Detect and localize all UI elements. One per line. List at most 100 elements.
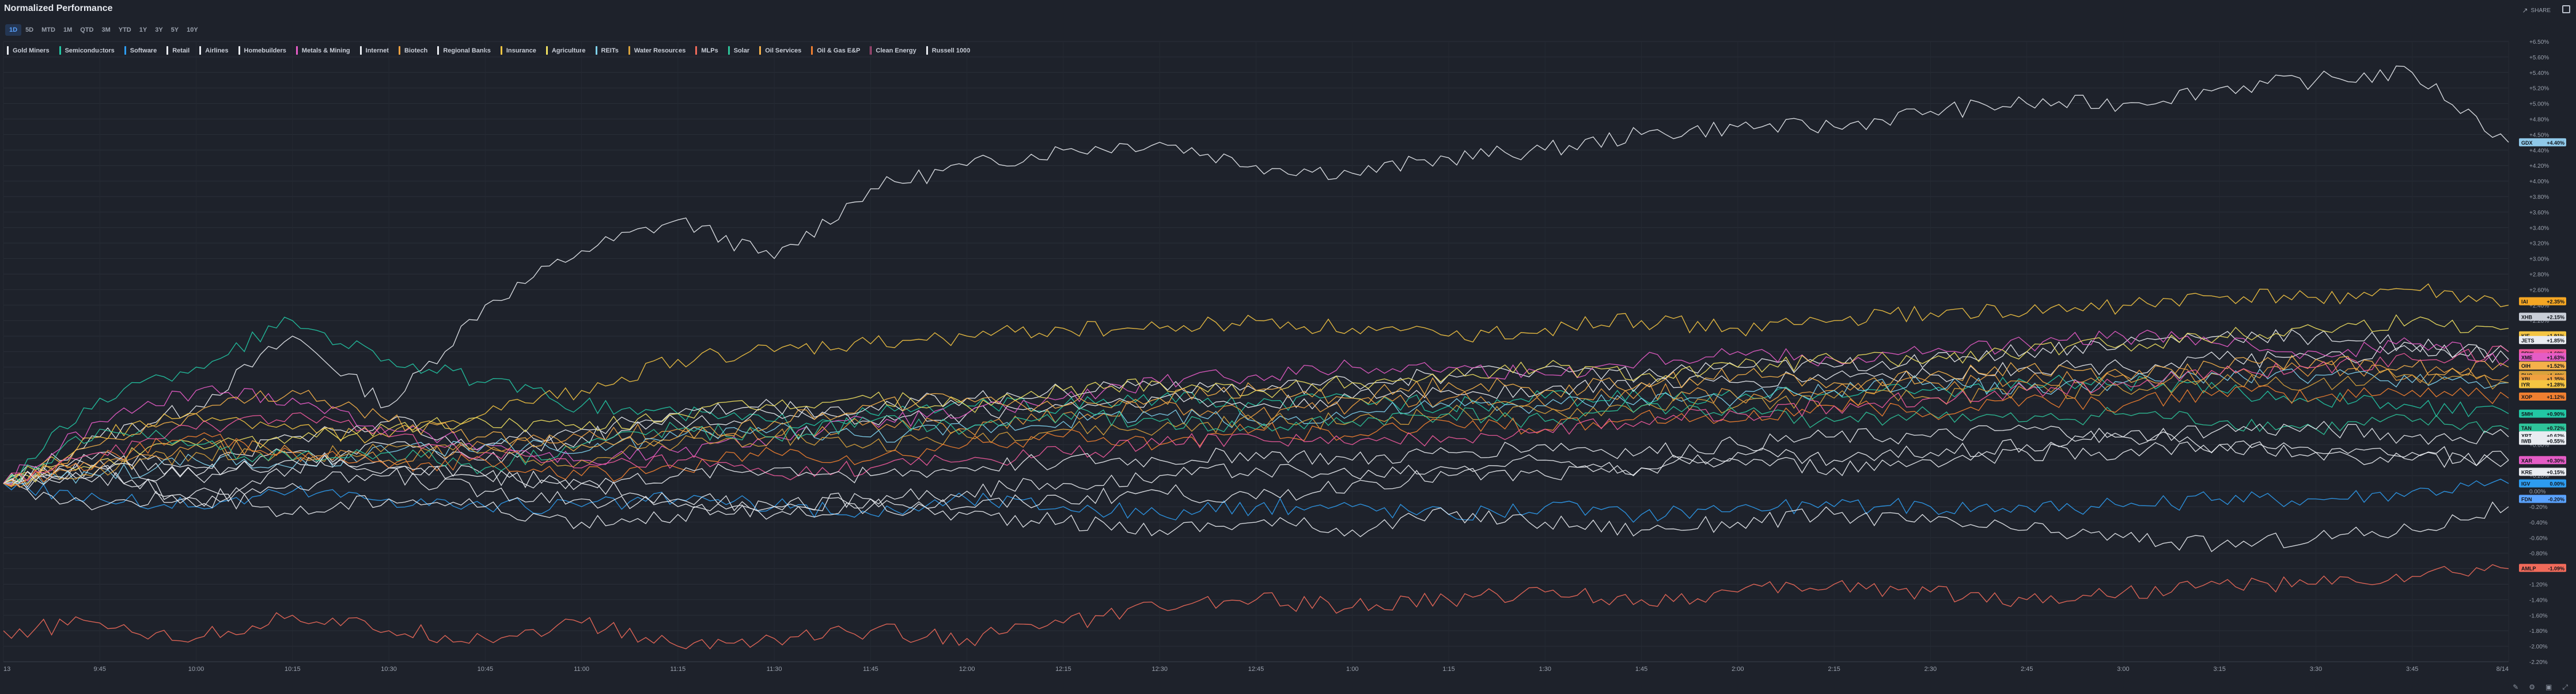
y-tick-label: -1.80%: [2529, 628, 2548, 635]
range-button-1y[interactable]: 1Y: [139, 27, 147, 33]
legend-label: Insurance: [506, 47, 536, 54]
legend-item[interactable]: Russell 1000: [926, 46, 970, 55]
legend-swatch: [926, 46, 928, 55]
chart-toolbar: ✎ ⚙ ▣ ⤢: [2513, 683, 2568, 692]
legend-swatch: [7, 46, 9, 55]
camera-icon[interactable]: ▣: [2545, 683, 2552, 691]
x-tick-label: 12:00: [959, 666, 975, 673]
y-tick-label: -1.60%: [2529, 613, 2548, 619]
y-tick-label: +5.00%: [2529, 101, 2549, 108]
legend-item[interactable]: Agriculture: [545, 46, 586, 55]
end-label-ticker: IYR: [2521, 382, 2530, 387]
end-label-ticker: TAN: [2521, 425, 2532, 431]
end-label-badge: [2519, 297, 2566, 305]
legend-item[interactable]: REITs: [595, 46, 619, 55]
y-tick-label: -1.40%: [2529, 597, 2548, 604]
end-label-value: +1.35%: [2547, 376, 2564, 382]
range-button-ytd[interactable]: YTD: [118, 27, 131, 33]
legend-item[interactable]: Software: [124, 46, 157, 55]
legend-swatch: [124, 46, 126, 55]
legend-label: Gold Miners: [13, 47, 50, 54]
end-label-ticker: XAR: [2521, 458, 2533, 463]
series-line: [3, 440, 2509, 530]
legend-item[interactable]: Water Resources: [628, 46, 685, 55]
end-label-badge: [2519, 312, 2566, 321]
x-tick-label: 12:30: [1151, 666, 1168, 673]
y-tick-label: +4.80%: [2529, 117, 2549, 123]
x-tick-label: 2:15: [1828, 666, 1840, 673]
end-label-value: +0.55%: [2547, 439, 2564, 444]
series-line: [3, 330, 2509, 485]
series-line: [3, 564, 2509, 650]
end-label-value: +2.35%: [2547, 299, 2564, 305]
end-label-badge: [2519, 393, 2566, 401]
series-line: [3, 478, 2509, 523]
range-button-qtd[interactable]: QTD: [80, 27, 94, 33]
legend-item[interactable]: Gold Miners: [7, 46, 50, 55]
y-tick-label: +3.80%: [2529, 194, 2549, 201]
legend-item[interactable]: Oil & Gas E&P: [811, 46, 860, 55]
legend-item[interactable]: Regional Banks: [437, 46, 491, 55]
legend-item[interactable]: Insurance: [500, 46, 536, 55]
end-label-badge: [2519, 495, 2566, 503]
legend-item[interactable]: MLPs: [695, 46, 718, 55]
y-tick-label: +4.20%: [2529, 163, 2549, 169]
x-tick-label: 13: [3, 666, 10, 673]
fullscreen-icon[interactable]: ⤢: [2562, 683, 2568, 691]
x-tick-label: 3:15: [2213, 666, 2225, 673]
end-label-badge: [2519, 423, 2566, 432]
draw-icon[interactable]: ✎: [2513, 683, 2519, 691]
end-label-ticker: XOP: [2521, 394, 2532, 400]
legend-swatch: [359, 46, 362, 55]
end-label-ticker: KRE: [2521, 469, 2532, 475]
legend-label: REITs: [601, 47, 619, 54]
x-tick-label: 1:00: [1346, 666, 1358, 673]
legend-swatch: [545, 46, 548, 55]
y-tick-label: +2.20%: [2529, 318, 2549, 325]
legend-item[interactable]: Metals & Mining: [296, 46, 350, 55]
range-button-3y[interactable]: 3Y: [155, 27, 163, 33]
range-button-mtd[interactable]: MTD: [41, 27, 55, 33]
page-title: Normalized Performance: [4, 3, 113, 13]
end-label-badge: [2519, 436, 2566, 445]
legend-item[interactable]: Airlines: [199, 46, 229, 55]
legend-item[interactable]: Semiconductors: [59, 46, 115, 55]
legend-item[interactable]: Internet: [359, 46, 389, 55]
end-label-badge: [2519, 380, 2566, 389]
end-label-value: +1.85%: [2547, 338, 2564, 344]
share-icon: ↗: [2522, 6, 2528, 14]
legend-item[interactable]: Solar: [728, 46, 749, 55]
series-line: [3, 345, 2509, 484]
y-tick-label: +5.40%: [2529, 70, 2549, 77]
range-button-1m[interactable]: 1M: [63, 27, 73, 33]
y-tick-label: 0.00%: [2529, 489, 2545, 495]
share-button[interactable]: ↗ SHARE: [2522, 6, 2551, 14]
settings-icon[interactable]: ⚙: [2529, 683, 2536, 691]
legend-item[interactable]: Biotech: [398, 46, 427, 55]
x-tick-label: 3:30: [2310, 666, 2322, 673]
x-tick-label: 12:45: [1248, 666, 1264, 673]
range-button-5y[interactable]: 5Y: [171, 27, 179, 33]
end-label-ticker: KIE: [2521, 333, 2530, 339]
legend-label: Software: [130, 47, 157, 54]
end-label-badge: [2519, 353, 2566, 361]
y-tick-label: -2.00%: [2529, 644, 2548, 650]
y-tick-label: +3.60%: [2529, 210, 2549, 216]
legend-item[interactable]: Retail: [166, 46, 190, 55]
y-tick-label: +2.40%: [2529, 303, 2549, 309]
range-button-1d[interactable]: 1D: [5, 24, 22, 36]
series-line: [3, 385, 2509, 487]
y-tick-label: +4.00%: [2529, 179, 2549, 185]
end-label-ticker: FDN: [2521, 497, 2532, 503]
range-button-3m[interactable]: 3M: [101, 27, 111, 33]
expand-icon[interactable]: [2562, 5, 2570, 13]
range-button-5d[interactable]: 5D: [25, 27, 34, 33]
legend-item[interactable]: Homebuilders: [238, 46, 286, 55]
range-button-10y[interactable]: 10Y: [187, 27, 198, 33]
x-tick-label: 10:00: [188, 666, 204, 673]
legend-swatch: [59, 46, 61, 55]
x-tick-label: 3:00: [2117, 666, 2129, 673]
legend-label: Water Resources: [634, 47, 686, 54]
end-label-value: +4.40%: [2547, 140, 2564, 146]
